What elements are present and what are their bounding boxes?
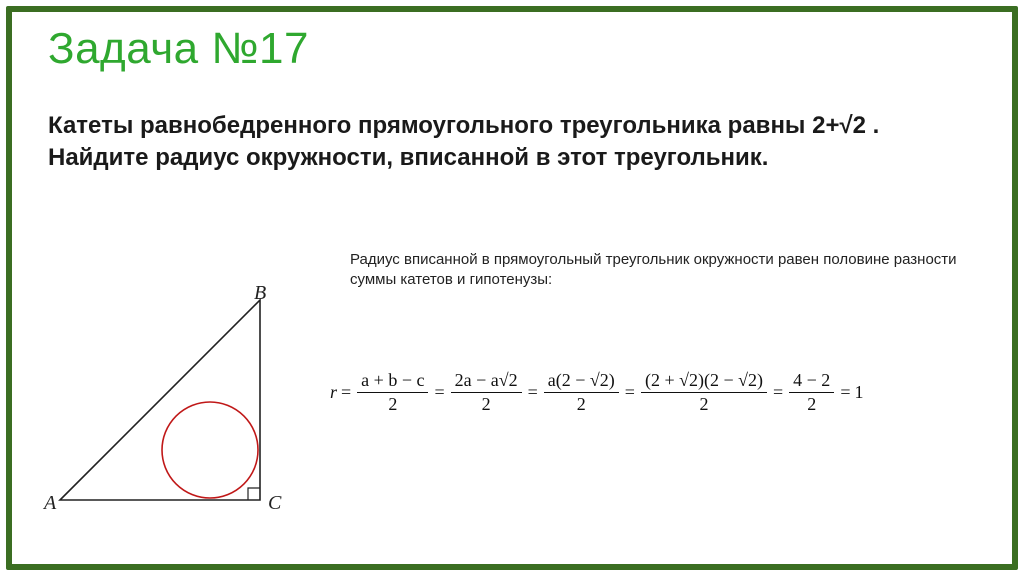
frac-1: a + b − c 2 [355, 370, 430, 415]
slide-title: Задача №17 [48, 24, 309, 74]
equals-sign: = [430, 382, 448, 403]
right-angle-mark [248, 488, 260, 500]
vertex-a-label: A [44, 492, 56, 515]
frac-3: a(2 − √2) 2 [542, 370, 621, 415]
frac-2: 2a − a√2 2 [449, 370, 524, 415]
equals-sign: = [621, 382, 639, 403]
radius-formula: r = a + b − c 2 = 2a − a√2 2 = a(2 − √2)… [330, 370, 1004, 415]
frac-4: (2 + √2)(2 − √2) 2 [639, 370, 769, 415]
equals-sign: = [769, 382, 787, 403]
incircle [162, 402, 258, 498]
explanation-text: Радиус вписанной в прямоугольный треугол… [350, 250, 984, 291]
vertex-b-label: B [254, 282, 266, 305]
formula-lead: r [330, 382, 337, 403]
vertex-c-label: C [268, 492, 281, 515]
formula-result: 1 [854, 382, 863, 403]
diagram-svg [50, 290, 320, 520]
slide: Задача №17 Катеты равнобедренного прямоу… [0, 0, 1024, 576]
triangle [60, 300, 260, 500]
triangle-diagram: A B C [50, 290, 320, 520]
equals-sign: = [337, 382, 355, 403]
frac-5: 4 − 2 2 [787, 370, 836, 415]
equals-sign: = [524, 382, 542, 403]
equals-sign: = [836, 382, 854, 403]
problem-text: Катеты равнобедренного прямоугольного тр… [48, 110, 976, 175]
